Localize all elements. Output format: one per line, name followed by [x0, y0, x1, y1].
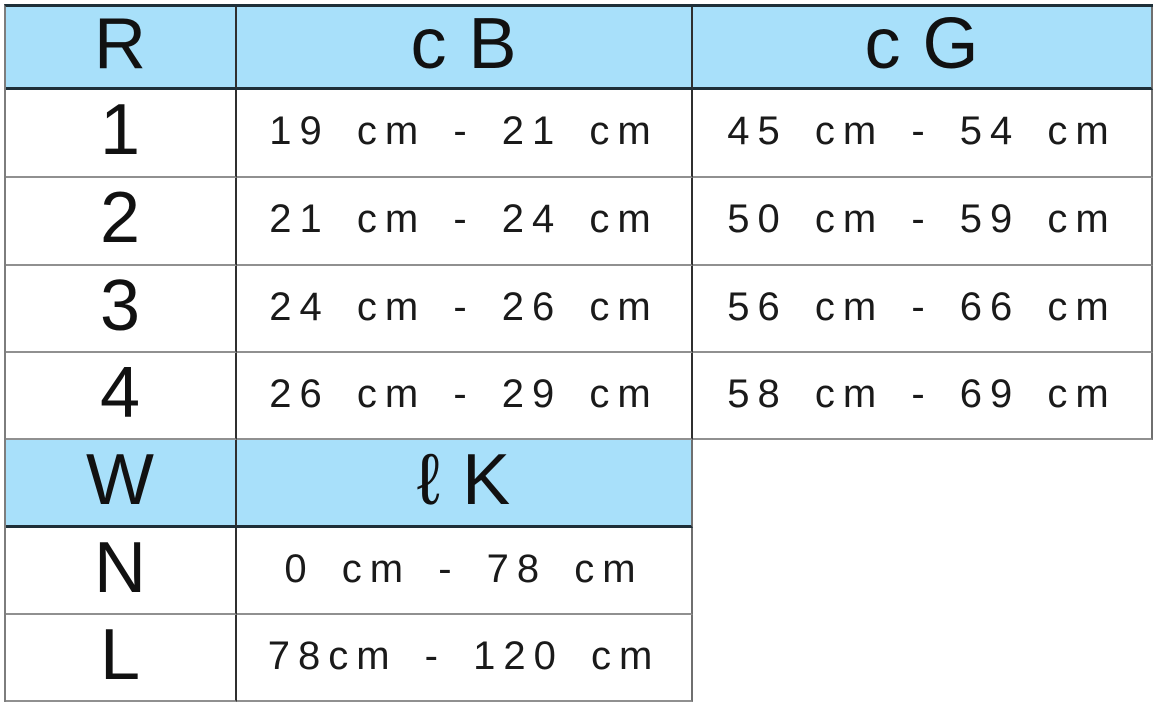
header-cell-r: R — [6, 7, 237, 90]
header-label-r: R — [94, 7, 147, 84]
header-label-cg: c G — [864, 7, 980, 84]
cg-range-value: 50 cm - 59 cm — [727, 197, 1117, 241]
size-chart: R c B c G 1 19 cm - 21 cm 45 cm - 54 cm … — [4, 4, 1153, 702]
header-label-lk: ℓ K — [416, 440, 512, 520]
size-label: 1 — [99, 90, 142, 170]
lk-range-value: 78cm - 120 cm — [267, 633, 661, 678]
lk-range-value: 0 cm - 78 cm — [284, 546, 644, 591]
size-label: 2 — [99, 178, 142, 258]
header-cell-w: W — [6, 440, 237, 528]
size-cell-l: L — [6, 615, 237, 702]
cb-range-cell-3: 24 cm - 26 cm — [237, 266, 693, 353]
header-cell-cg: c G — [693, 7, 1153, 90]
header-label-w: W — [86, 440, 155, 520]
size-label: L — [99, 615, 142, 695]
cg-range-value: 45 cm - 54 cm — [727, 109, 1117, 153]
cg-range-cell-3: 56 cm - 66 cm — [693, 266, 1153, 353]
cg-range-cell-4: 58 cm - 69 cm — [693, 353, 1153, 440]
size-cell-1: 1 — [6, 90, 237, 178]
cb-range-value: 21 cm - 24 cm — [269, 197, 659, 241]
cg-range-value: 58 cm - 69 cm — [727, 371, 1117, 416]
cb-range-cell-4: 26 cm - 29 cm — [237, 353, 693, 440]
size-label: 3 — [99, 266, 142, 346]
cb-range-value: 24 cm - 26 cm — [269, 284, 659, 329]
header-label-cb: c B — [410, 7, 518, 84]
cb-range-cell-2: 21 cm - 24 cm — [237, 178, 693, 266]
header-cell-cb: c B — [237, 7, 693, 90]
cb-range-value: 26 cm - 29 cm — [269, 371, 659, 416]
size-cell-4: 4 — [6, 353, 237, 440]
cb-range-value: 19 cm - 21 cm — [269, 109, 659, 153]
cg-range-cell-2: 50 cm - 59 cm — [693, 178, 1153, 266]
size-cell-2: 2 — [6, 178, 237, 266]
size-table-main: R c B c G 1 19 cm - 21 cm 45 cm - 54 cm … — [4, 4, 1153, 440]
lk-range-cell-l: 78cm - 120 cm — [237, 615, 693, 702]
cb-range-cell-1: 19 cm - 21 cm — [237, 90, 693, 178]
header-cell-lk: ℓ K — [237, 440, 693, 528]
size-label: N — [94, 528, 147, 608]
size-cell-3: 3 — [6, 266, 237, 353]
lk-range-cell-n: 0 cm - 78 cm — [237, 528, 693, 615]
size-table-length: W ℓ K N 0 cm - 78 cm L 78cm - 120 cm — [4, 440, 693, 702]
size-label: 4 — [99, 353, 142, 433]
cg-range-cell-1: 45 cm - 54 cm — [693, 90, 1153, 178]
size-cell-n: N — [6, 528, 237, 615]
cg-range-value: 56 cm - 66 cm — [727, 284, 1117, 329]
